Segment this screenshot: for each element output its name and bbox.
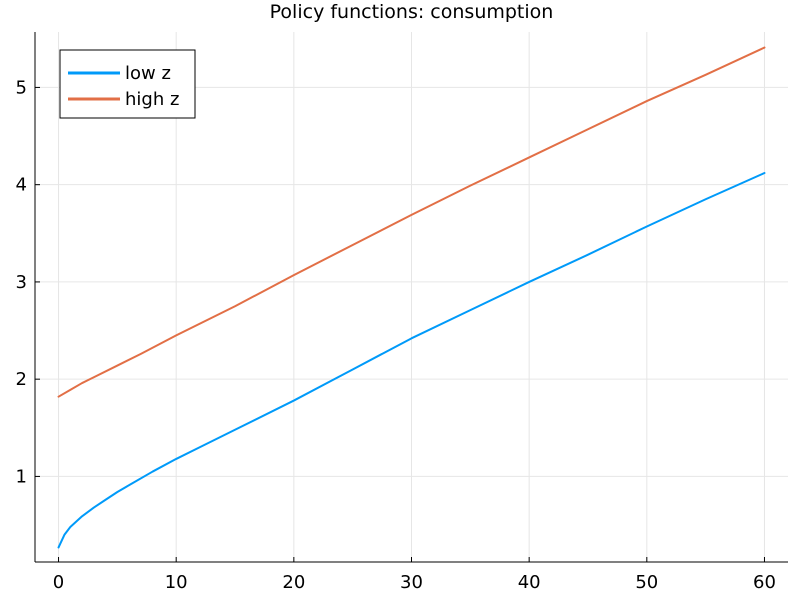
y-tick-labels: 1 2 3 4 5 xyxy=(16,77,40,487)
legend: low z high z xyxy=(59,49,196,119)
legend-label: low z xyxy=(125,63,171,84)
y-tick-label: 1 xyxy=(16,466,27,487)
x-tick-label: 0 xyxy=(53,572,64,593)
y-tick-label: 3 xyxy=(16,272,27,293)
y-tick-label: 4 xyxy=(16,175,27,196)
series-line-high-z xyxy=(57,46,766,398)
x-tick-label: 20 xyxy=(282,572,305,593)
y-tick-label: 5 xyxy=(16,77,27,98)
series-line-low-z xyxy=(57,172,766,549)
legend-label: high z xyxy=(125,89,179,110)
y-tick-label: 2 xyxy=(16,369,27,390)
x-tick-label: 10 xyxy=(165,572,188,593)
x-tick-label: 40 xyxy=(518,572,541,593)
chart-title: Policy functions: consumption xyxy=(270,1,554,23)
x-tick-label: 30 xyxy=(400,572,423,593)
x-tick-label: 50 xyxy=(635,572,658,593)
legend-box xyxy=(59,49,196,119)
x-tick-labels: 0 10 20 30 40 50 60 xyxy=(53,557,776,593)
series-lines xyxy=(57,46,766,549)
x-tick-label: 60 xyxy=(753,572,776,593)
